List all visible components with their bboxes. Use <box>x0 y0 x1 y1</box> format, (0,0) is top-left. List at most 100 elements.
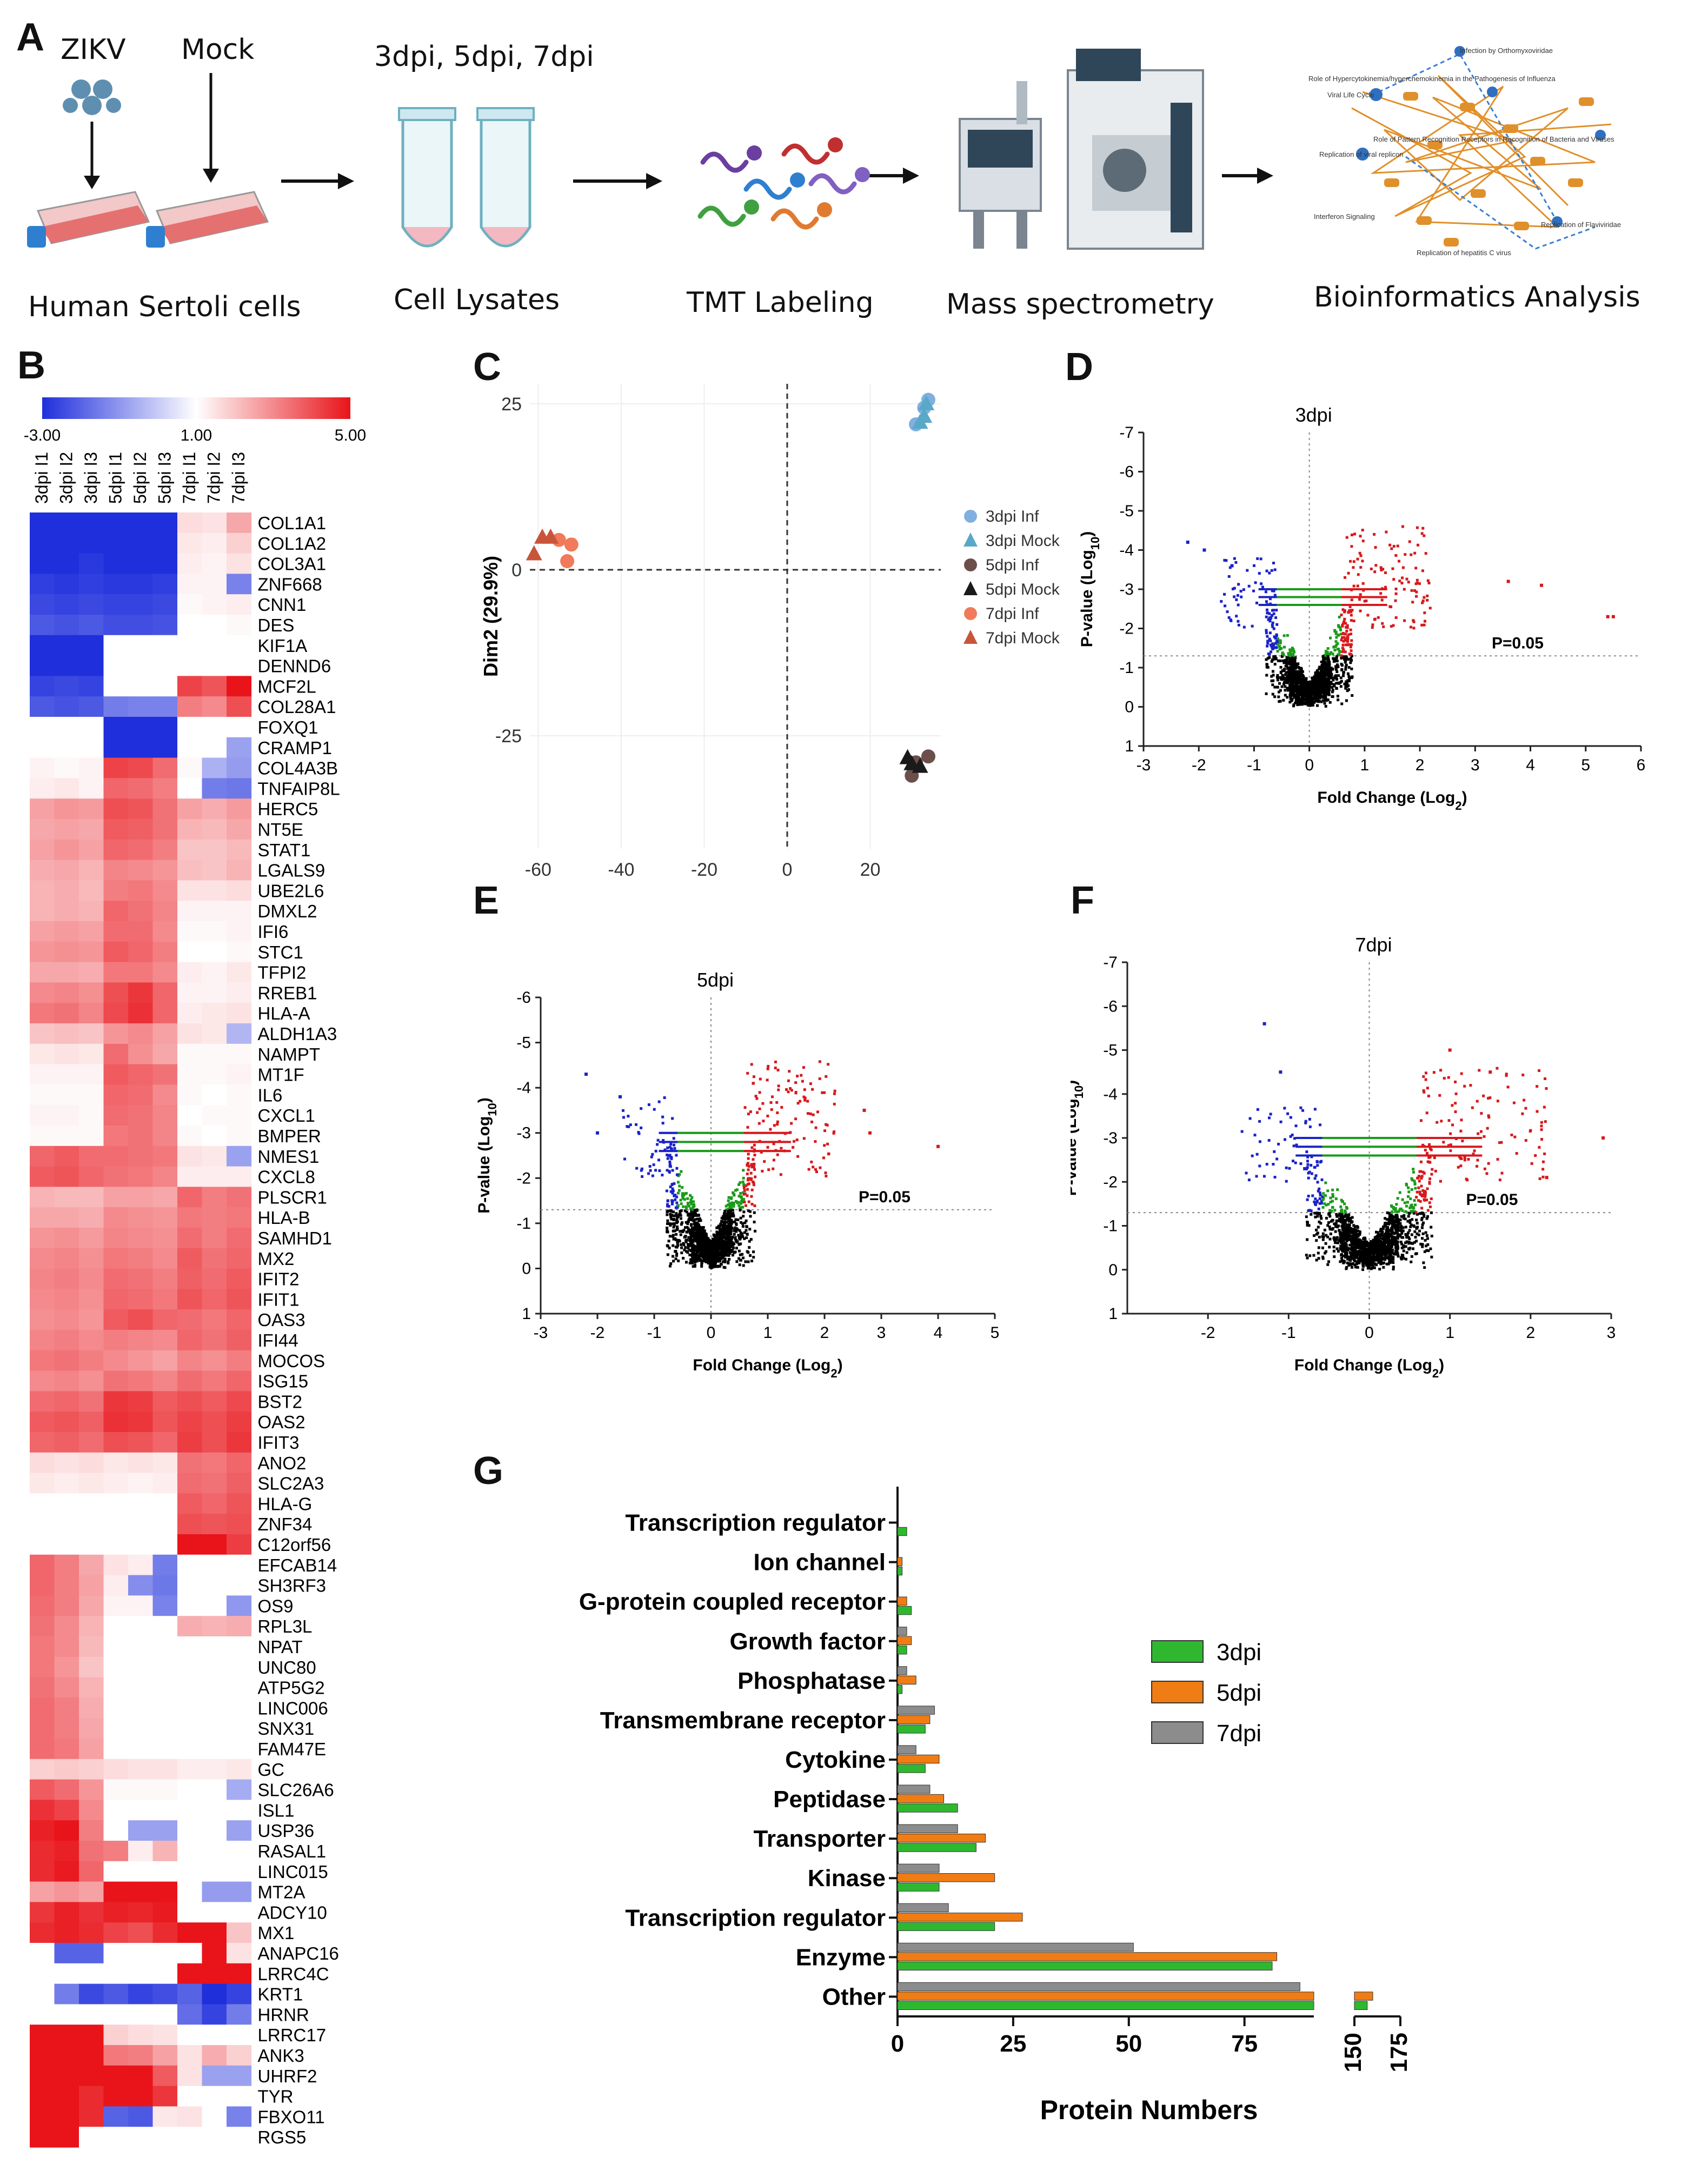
volcano-point <box>1394 599 1397 602</box>
heatmap-row-label: HRNR <box>258 2005 309 2025</box>
volcano-x-tick: -1 <box>1281 1324 1296 1342</box>
volcano-point <box>750 1150 754 1153</box>
volcano-point <box>721 1256 724 1260</box>
heatmap-cell <box>103 757 129 778</box>
volcano-point <box>752 1131 755 1134</box>
heatmap-cell <box>30 594 55 615</box>
volcano-point <box>701 1247 704 1250</box>
volcano-point <box>689 1223 693 1226</box>
heatmap-cell <box>227 1370 252 1391</box>
volcano-point <box>1379 588 1383 590</box>
volcano-point <box>1341 624 1344 628</box>
volcano-point <box>684 1239 688 1242</box>
volcano-point <box>1225 559 1228 562</box>
volcano-point <box>661 1122 664 1125</box>
volcano-point <box>1314 676 1318 680</box>
heatmap-column-label: 5dpi I1 <box>105 452 125 504</box>
volcano-point <box>1320 685 1323 689</box>
heatmap-cell <box>54 1309 79 1330</box>
volcano-point <box>1350 659 1353 662</box>
heatmap-cell <box>103 1554 129 1576</box>
heatmap-cell <box>79 1841 104 1862</box>
volcano-point <box>1290 658 1293 662</box>
volcano-point <box>640 1167 643 1170</box>
volcano-y-tick: -2 <box>1103 1173 1118 1191</box>
heatmap-cell <box>227 574 252 595</box>
volcano-point <box>776 1131 779 1134</box>
volcano-point <box>693 1213 696 1216</box>
volcano-point <box>1335 643 1338 647</box>
volcano-point <box>1286 656 1289 660</box>
volcano-point <box>1348 596 1351 598</box>
volcano-point <box>1346 635 1349 638</box>
volcano-point <box>747 1260 750 1263</box>
volcano-point <box>1339 632 1343 636</box>
volcano-point <box>1331 688 1334 691</box>
volcano-point <box>724 1240 727 1243</box>
volcano-point <box>1346 596 1350 598</box>
volcano-point <box>691 1131 694 1134</box>
volcano-point <box>1294 685 1297 689</box>
volcano-point <box>1342 648 1345 651</box>
volcano-point <box>1345 629 1348 632</box>
volcano-point <box>756 1150 759 1153</box>
heatmap-cell <box>152 819 178 840</box>
heatmap-cell <box>227 1983 252 2005</box>
heatmap-cell <box>54 1187 79 1208</box>
panel-label-b: B <box>17 344 45 387</box>
volcano-point <box>1220 600 1223 603</box>
volcano-point <box>1340 656 1343 660</box>
volcano-point <box>729 1229 732 1233</box>
volcano-point <box>1272 612 1275 615</box>
volcano-point <box>1321 699 1325 702</box>
volcano-point <box>1258 572 1261 575</box>
heatmap-cell <box>152 1861 178 1882</box>
heatmap-cell <box>30 1330 55 1351</box>
volcano-point <box>1288 648 1292 651</box>
volcano-point <box>735 1222 738 1226</box>
volcano-x-tick: 0 <box>707 1324 716 1342</box>
pca-point <box>918 395 935 410</box>
volcano-point <box>1379 592 1383 595</box>
volcano-point <box>717 1241 720 1244</box>
volcano-point <box>1381 596 1384 598</box>
heatmap-cell <box>202 1881 227 1902</box>
heatmap-cell <box>103 532 129 554</box>
volcano-point <box>1290 596 1293 598</box>
volcano-point <box>1293 658 1296 662</box>
heatmap-cell <box>227 1432 252 1453</box>
volcano-point <box>1308 682 1312 685</box>
heatmap-cell <box>177 1248 203 1269</box>
volcano-point <box>787 1090 790 1094</box>
volcano-y-tick: 0 <box>1108 1261 1118 1279</box>
volcano-point <box>668 1163 672 1166</box>
volcano-point <box>680 1229 683 1233</box>
volcano-point <box>671 1187 674 1190</box>
volcano-point <box>1320 676 1324 680</box>
heatmap-cell <box>177 553 203 574</box>
volcano-point <box>1268 604 1272 606</box>
volcano-point <box>1277 604 1280 606</box>
volcano-point <box>1327 1221 1330 1224</box>
volcano-point <box>1307 700 1311 703</box>
volcano-point <box>1314 671 1317 675</box>
heatmap-cell <box>103 1841 129 1862</box>
heatmap-cell <box>103 1861 129 1882</box>
volcano-point <box>746 1194 749 1197</box>
heatmap-cell <box>103 1146 129 1167</box>
heatmap-cell <box>30 553 55 574</box>
heatmap-cell <box>30 696 55 717</box>
volcano-point <box>734 1236 737 1239</box>
network-diagram-icon <box>1351 75 1612 228</box>
heatmap-cell <box>177 819 203 840</box>
volcano-point <box>1370 567 1373 570</box>
volcano-point <box>1292 604 1294 606</box>
heatmap-cell <box>54 737 79 758</box>
volcano-point <box>669 1141 672 1143</box>
volcano-point <box>1285 662 1288 665</box>
heatmap-row-label: RREB1 <box>258 983 317 1003</box>
heatmap-cell <box>79 1534 104 1555</box>
volcano-point <box>727 1236 730 1240</box>
volcano-point <box>692 1227 695 1230</box>
heatmap-cell <box>30 1126 55 1147</box>
